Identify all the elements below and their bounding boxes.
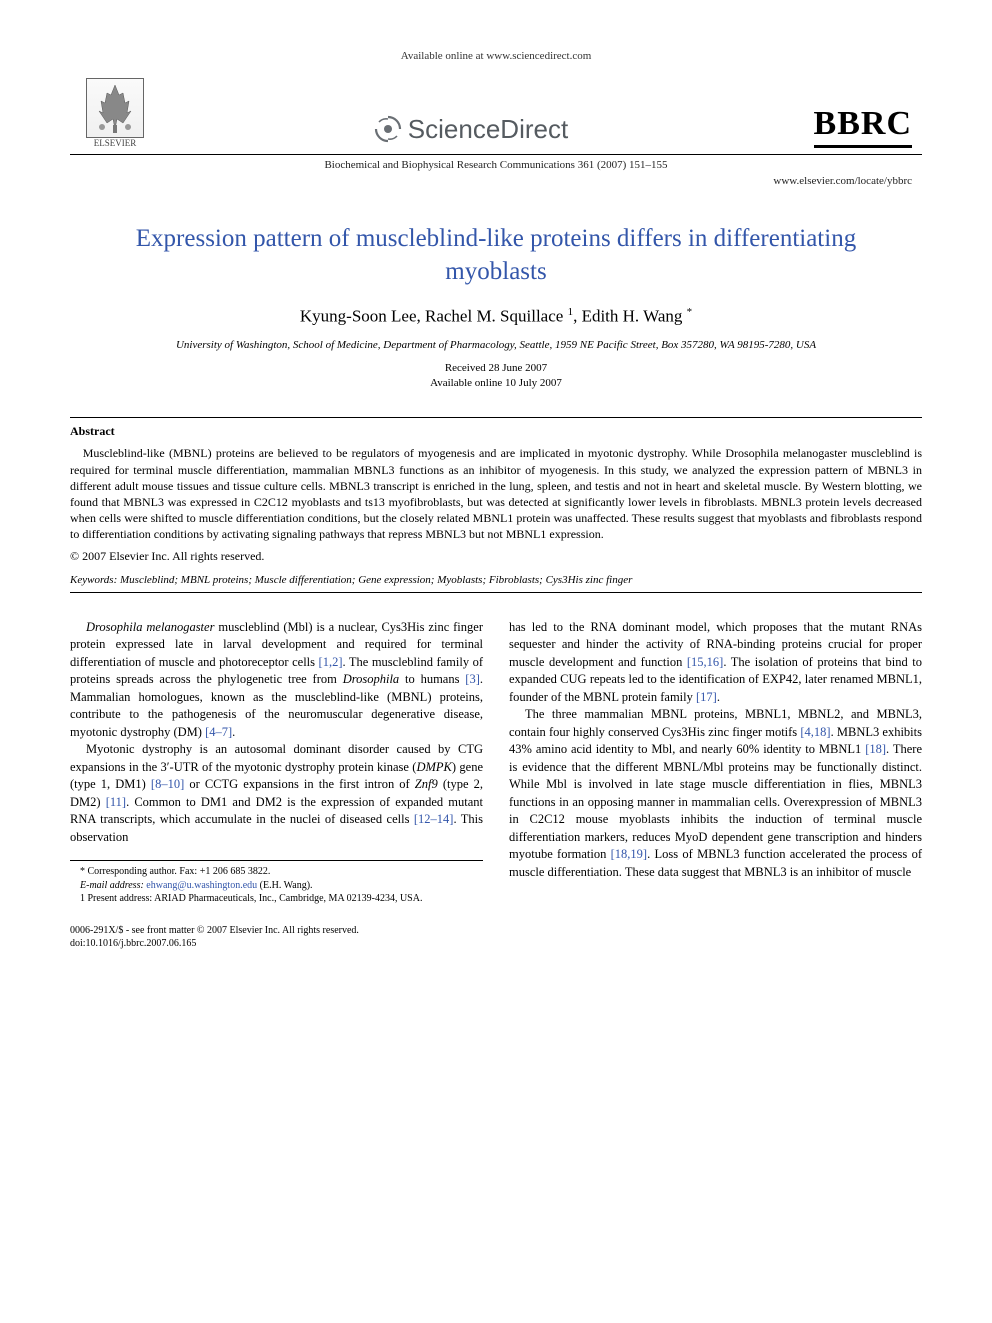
header-logos-row: ELSEVIER ScienceDirect BBRC (70, 68, 922, 148)
email-tail: (E.H. Wang). (257, 880, 312, 891)
elsevier-tree-icon (86, 78, 144, 138)
bbrc-logo: BBRC (792, 105, 912, 148)
elsevier-logo: ELSEVIER (80, 68, 150, 148)
citation-link[interactable]: [3] (465, 672, 480, 686)
right-para-2: The three mammalian MBNL proteins, MBNL1… (509, 706, 922, 881)
species-name: Drosophila (343, 672, 400, 686)
available-online-line: Available online at www.sciencedirect.co… (70, 50, 922, 62)
gene-name: Znf9 (415, 777, 438, 791)
header-rule (70, 154, 922, 155)
text-span: . (717, 690, 720, 704)
email-line: E-mail address: ehwang@u.washington.edu … (70, 879, 483, 893)
journal-citation: Biochemical and Biophysical Research Com… (70, 159, 922, 171)
left-para-1: Drosophila melanogaster muscleblind (Mbl… (70, 619, 483, 742)
authors-part2: , Edith H. Wang (573, 307, 687, 326)
abstract-top-rule (70, 417, 922, 418)
citation-link[interactable]: [18] (865, 742, 886, 756)
article-title: Expression pattern of muscleblind-like p… (130, 223, 862, 288)
keywords-label: Keywords: (70, 574, 117, 586)
citation-link[interactable]: [4–7] (205, 725, 232, 739)
sciencedirect-icon (374, 115, 402, 143)
abstract-body: Muscleblind-like (MBNL) proteins are bel… (70, 445, 922, 542)
species-name: Drosophila melanogaster (86, 620, 214, 634)
front-matter-line: 0006-291X/$ - see front matter © 2007 El… (70, 925, 359, 936)
authors-part1: Kyung-Soon Lee, Rachel M. Squillace (300, 307, 568, 326)
abstract-copyright: © 2007 Elsevier Inc. All rights reserved… (70, 549, 922, 564)
authors-line: Kyung-Soon Lee, Rachel M. Squillace 1, E… (70, 306, 922, 327)
citation-link[interactable]: [8–10] (151, 777, 184, 791)
keywords-list: Muscleblind; MBNL proteins; Muscle diffe… (120, 574, 632, 586)
text-span: . There is evidence that the different M… (509, 742, 922, 861)
email-link[interactable]: ehwang@u.washington.edu (146, 880, 257, 891)
citation-link[interactable]: [12–14] (414, 812, 454, 826)
gene-name: DMPK (416, 760, 451, 774)
keywords-line: Keywords: Muscleblind; MBNL proteins; Mu… (70, 574, 922, 586)
author-corresponding-mark: * (687, 306, 693, 318)
text-span: to humans (399, 672, 465, 686)
left-para-2: Myotonic dystrophy is an autosomal domin… (70, 741, 483, 846)
sciencedirect-logo: ScienceDirect (374, 114, 568, 145)
text-span: . (232, 725, 235, 739)
corresponding-author-note: * Corresponding author. Fax: +1 206 685 … (70, 865, 483, 879)
article-dates: Received 28 June 2007 Available online 1… (70, 361, 922, 392)
doi-line: doi:10.1016/j.bbrc.2007.06.165 (70, 938, 196, 949)
available-date: Available online 10 July 2007 (430, 377, 562, 389)
right-para-1: has led to the RNA dominant model, which… (509, 619, 922, 707)
sciencedirect-block: ScienceDirect (150, 104, 792, 149)
footer-row: 0006-291X/$ - see front matter © 2007 El… (70, 924, 922, 950)
abstract-heading: Abstract (70, 424, 922, 439)
body-columns: Drosophila melanogaster muscleblind (Mbl… (70, 619, 922, 906)
abstract-text: Muscleblind-like (MBNL) proteins are bel… (70, 446, 922, 541)
citation-link[interactable]: [15,16] (687, 655, 723, 669)
citation-link[interactable]: [17] (696, 690, 717, 704)
sciencedirect-label: ScienceDirect (408, 114, 568, 145)
right-column: has led to the RNA dominant model, which… (509, 619, 922, 906)
bbrc-label: BBRC (814, 105, 912, 148)
received-date: Received 28 June 2007 (445, 362, 547, 374)
left-column: Drosophila melanogaster muscleblind (Mbl… (70, 619, 483, 906)
citation-link[interactable]: [4,18] (800, 725, 830, 739)
footnotes-block: * Corresponding author. Fax: +1 206 685 … (70, 860, 483, 906)
citation-link[interactable]: [11] (106, 795, 126, 809)
present-address-note: 1 Present address: ARIAD Pharmaceuticals… (70, 892, 483, 906)
footer-left: 0006-291X/$ - see front matter © 2007 El… (70, 924, 359, 950)
page-container: Available online at www.sciencedirect.co… (0, 0, 992, 990)
abstract-bottom-rule (70, 592, 922, 593)
email-label: E-mail address: (80, 880, 144, 891)
text-span: or CCTG expansions in the first intron o… (184, 777, 415, 791)
citation-link[interactable]: [1,2] (319, 655, 343, 669)
citation-link[interactable]: [18,19] (611, 847, 647, 861)
elsevier-label: ELSEVIER (94, 138, 137, 148)
affiliation: University of Washington, School of Medi… (70, 339, 922, 351)
journal-site: www.elsevier.com/locate/ybbrc (70, 175, 922, 187)
